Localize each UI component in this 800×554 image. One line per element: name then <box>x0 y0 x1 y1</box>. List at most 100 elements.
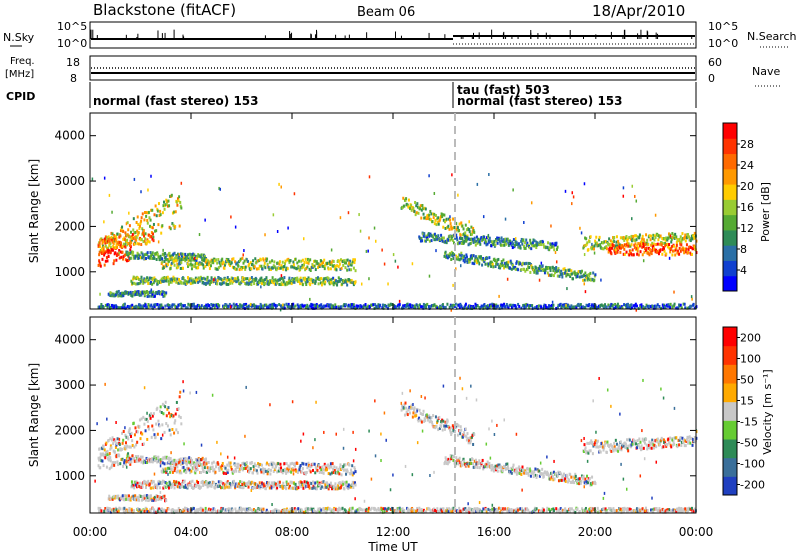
power-cell <box>264 257 267 261</box>
power-cell <box>108 244 111 248</box>
power-cell <box>689 239 692 243</box>
power-cell <box>208 282 211 286</box>
power-cell <box>428 239 431 243</box>
power-cell <box>153 256 156 260</box>
power-cell <box>236 261 239 265</box>
power-cell <box>335 305 338 309</box>
power-cell <box>133 293 136 297</box>
vel-cell <box>260 470 263 474</box>
power-cell <box>428 213 431 217</box>
vel-cell <box>161 479 164 483</box>
power-cell <box>411 262 414 266</box>
vel-cell <box>573 476 576 480</box>
power-cell <box>150 231 153 235</box>
power-cell <box>514 240 517 244</box>
power-cell <box>144 277 147 281</box>
power-cell <box>122 257 125 261</box>
power-cell <box>229 262 232 266</box>
power-cell <box>161 224 164 228</box>
vel-cell <box>144 460 147 464</box>
power-cell <box>669 302 672 306</box>
power-cell <box>566 287 568 291</box>
power-cell <box>253 282 256 286</box>
vel-cell <box>188 468 191 472</box>
power-cell <box>306 257 309 261</box>
power-cell <box>451 226 454 230</box>
power-cell <box>126 250 129 254</box>
power-cell <box>452 241 455 245</box>
power-cell <box>517 245 520 249</box>
power-cell <box>102 251 105 255</box>
power-cell <box>488 240 491 244</box>
power-cell <box>126 238 129 242</box>
vel-cell <box>166 424 169 428</box>
vel-cell <box>167 460 170 464</box>
vel-cell <box>452 426 455 430</box>
power-cell <box>433 212 436 216</box>
vel-cell <box>297 469 300 473</box>
power-cell <box>498 237 501 241</box>
vel-cell <box>303 482 306 486</box>
power-cell <box>135 220 138 224</box>
power-cell <box>194 254 197 258</box>
vel-cell <box>237 462 240 466</box>
power-cell <box>108 303 111 307</box>
vel-cell <box>99 456 102 460</box>
vel-cell <box>141 432 144 436</box>
power-cell <box>210 306 213 310</box>
vel-cell <box>469 458 472 462</box>
vel-cell <box>504 465 507 469</box>
vel-cell <box>345 480 348 484</box>
vel-cell <box>119 448 122 452</box>
power-cell <box>524 303 527 307</box>
power-cell <box>333 305 336 309</box>
power-cell <box>497 257 500 261</box>
vel-cell <box>304 472 307 476</box>
power-cell <box>524 246 527 250</box>
power-cell <box>394 305 397 309</box>
power-cell <box>481 304 484 308</box>
vel-cell <box>227 481 230 485</box>
power-cell <box>108 293 111 297</box>
power-cell <box>633 234 636 238</box>
power-cell <box>452 283 454 287</box>
power-cell <box>278 262 281 266</box>
nave-tick-top: 60 <box>708 56 722 69</box>
power-cell <box>135 305 138 309</box>
power-cell <box>269 305 272 309</box>
power-cell <box>534 243 537 247</box>
power-cell <box>629 252 632 256</box>
power-cell <box>252 259 255 263</box>
power-cell <box>362 305 365 309</box>
vel-cell <box>112 461 115 465</box>
power-cell <box>428 174 430 178</box>
power-cell <box>169 227 172 231</box>
power-cell <box>483 241 486 245</box>
power-cell <box>331 281 334 285</box>
power-cell <box>244 265 247 269</box>
power-cell <box>273 279 276 283</box>
power-cell <box>460 304 463 308</box>
power-cell <box>679 242 682 246</box>
power-cell <box>161 290 164 294</box>
power-cell <box>111 303 114 307</box>
power-cell <box>288 261 291 265</box>
figure-title: Blackstone (fitACF) <box>93 1 236 19</box>
power-cell <box>498 264 501 268</box>
power-cell <box>246 305 249 309</box>
power-cell <box>141 278 144 282</box>
vel-cell <box>327 463 330 467</box>
power-cell <box>506 305 509 309</box>
power-cell <box>614 302 617 306</box>
power-cell <box>563 267 566 271</box>
vel-cell <box>311 462 314 466</box>
power-cell <box>246 277 249 281</box>
power-cell <box>482 237 485 241</box>
power-cell <box>451 234 454 238</box>
power-cell <box>116 290 119 294</box>
power-cell <box>679 249 682 253</box>
vel-cell <box>194 462 197 466</box>
power-cell <box>281 282 284 286</box>
power-cell <box>122 237 125 241</box>
power-cell <box>360 282 363 286</box>
